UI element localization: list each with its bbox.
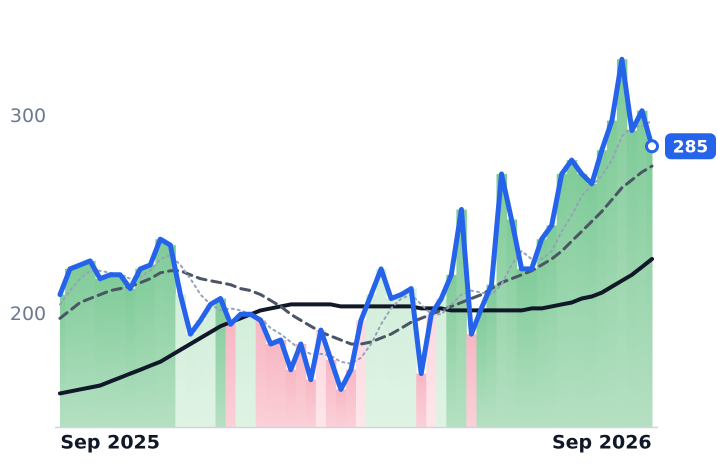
price-area bbox=[386, 298, 397, 427]
price-area bbox=[125, 288, 136, 427]
price-area bbox=[366, 294, 377, 427]
moving-average-line bbox=[58, 257, 654, 396]
price-area bbox=[60, 294, 66, 427]
price-area bbox=[275, 340, 287, 427]
price-area bbox=[285, 369, 297, 427]
price-area bbox=[305, 379, 317, 427]
price-line bbox=[57, 56, 655, 392]
price-area bbox=[105, 274, 116, 427]
price-area bbox=[315, 330, 327, 427]
price-area bbox=[506, 219, 518, 427]
price-area bbox=[376, 268, 387, 427]
price-area bbox=[265, 343, 277, 427]
price-area bbox=[646, 146, 653, 427]
price-area bbox=[436, 298, 447, 427]
price-area bbox=[406, 288, 417, 427]
last-point bbox=[645, 139, 659, 154]
price-area bbox=[476, 308, 487, 427]
price-area bbox=[556, 173, 568, 427]
price-area bbox=[205, 304, 217, 427]
area-layer bbox=[60, 59, 653, 428]
price-area bbox=[345, 369, 357, 427]
price-area bbox=[325, 359, 337, 427]
last-value-label: 285 bbox=[673, 137, 709, 157]
price-area bbox=[566, 160, 578, 427]
price-area bbox=[65, 268, 76, 427]
price-area bbox=[75, 264, 86, 427]
price-area bbox=[486, 284, 497, 427]
price-area bbox=[295, 343, 307, 427]
x-tick-label: Sep 2026 bbox=[552, 432, 652, 454]
price-area bbox=[135, 268, 146, 427]
price-area bbox=[185, 334, 196, 427]
x-tick-label: Sep 2025 bbox=[60, 432, 160, 454]
price-area bbox=[446, 274, 457, 427]
price-area bbox=[225, 324, 237, 427]
price-area bbox=[165, 245, 176, 427]
y-tick-label: 200 bbox=[10, 303, 46, 325]
price-area bbox=[456, 209, 467, 427]
price-area bbox=[255, 320, 267, 427]
price-area bbox=[356, 320, 367, 427]
price-area bbox=[215, 298, 227, 427]
price-area bbox=[95, 278, 106, 427]
price-area bbox=[335, 389, 347, 427]
y-tick-label: 300 bbox=[10, 105, 46, 127]
price-area bbox=[586, 183, 598, 427]
price-area bbox=[516, 268, 528, 427]
price-area bbox=[155, 239, 166, 427]
price-area bbox=[546, 225, 558, 427]
price-area bbox=[466, 334, 477, 427]
label-layer: 200 300 Sep 2025 Sep 2026 285 bbox=[10, 105, 716, 454]
price-area bbox=[496, 173, 508, 427]
price-area bbox=[145, 264, 156, 427]
moving-average-line bbox=[59, 119, 653, 365]
price-area bbox=[175, 294, 186, 427]
price-area bbox=[85, 260, 96, 427]
price-area bbox=[235, 314, 247, 427]
price-area bbox=[416, 373, 427, 427]
price-area bbox=[195, 320, 206, 427]
price-area bbox=[245, 314, 257, 427]
price-area bbox=[536, 239, 548, 427]
price-area bbox=[596, 150, 608, 428]
price-area bbox=[115, 274, 126, 427]
price-area bbox=[396, 294, 407, 427]
price-area bbox=[616, 59, 628, 428]
price-area bbox=[526, 268, 538, 427]
line-layer bbox=[57, 56, 655, 396]
last-value-badge bbox=[665, 133, 716, 160]
price-area bbox=[626, 130, 638, 427]
price-area bbox=[606, 120, 618, 428]
price-area bbox=[426, 314, 437, 427]
